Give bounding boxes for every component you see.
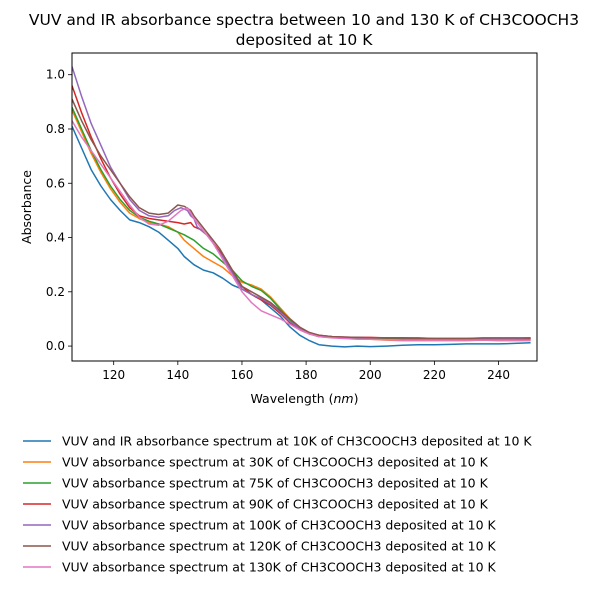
y-tick-label: 0.4 [46,231,65,245]
y-tick-label: 0.2 [46,285,65,299]
y-tick-label: 1.0 [46,68,65,82]
x-axis-label-unit: nm [334,391,354,406]
x-tick-label: 140 [166,368,189,382]
legend-label-6: VUV absorbance spectrum at 120K of CH3CO… [62,539,497,554]
legend: VUV and IR absorbance spectrum at 10K of… [23,434,532,575]
x-axis-label: Wavelength (nm) [250,391,358,406]
y-tick-label: 0.8 [46,122,65,136]
legend-label-4: VUV absorbance spectrum at 90K of CH3COO… [62,497,489,512]
legend-label-1: VUV and IR absorbance spectrum at 10K of… [62,434,532,449]
series-line-5 [72,66,531,340]
x-tick-label: 160 [231,368,254,382]
chart-title-line1: VUV and IR absorbance spectra between 10… [29,11,579,29]
x-tick-label: 240 [487,368,510,382]
y-axis-ticks: 0.0 0.2 0.4 0.6 0.8 1.0 [46,68,72,353]
y-axis-label: Absorbance [19,170,34,244]
y-tick-label: 0.6 [46,176,65,190]
x-tick-label: 200 [359,368,382,382]
x-axis-label-prefix: Wavelength ( [250,391,333,406]
legend-label-7: VUV absorbance spectrum at 130K of CH3CO… [62,560,497,575]
series-line-2 [72,109,531,342]
series-line-1 [72,125,531,348]
y-tick-label: 0.0 [46,339,65,353]
x-tick-label: 220 [423,368,446,382]
x-tick-label: 120 [102,368,125,382]
chart-title-line2: deposited at 10 K [236,31,374,49]
x-axis-ticks: 120 140 160 180 200 220 240 [102,361,510,382]
x-axis-label-suffix: ) [354,391,359,406]
legend-label-2: VUV absorbance spectrum at 30K of CH3COO… [62,455,489,470]
legend-label-3: VUV absorbance spectrum at 75K of CH3COO… [62,476,489,491]
series-line-6 [72,98,531,340]
x-tick-label: 180 [295,368,318,382]
plot-frame [71,52,538,362]
legend-label-5: VUV absorbance spectrum at 100K of CH3CO… [62,518,497,533]
plot-lines [72,66,531,348]
series-line-7 [72,120,531,341]
